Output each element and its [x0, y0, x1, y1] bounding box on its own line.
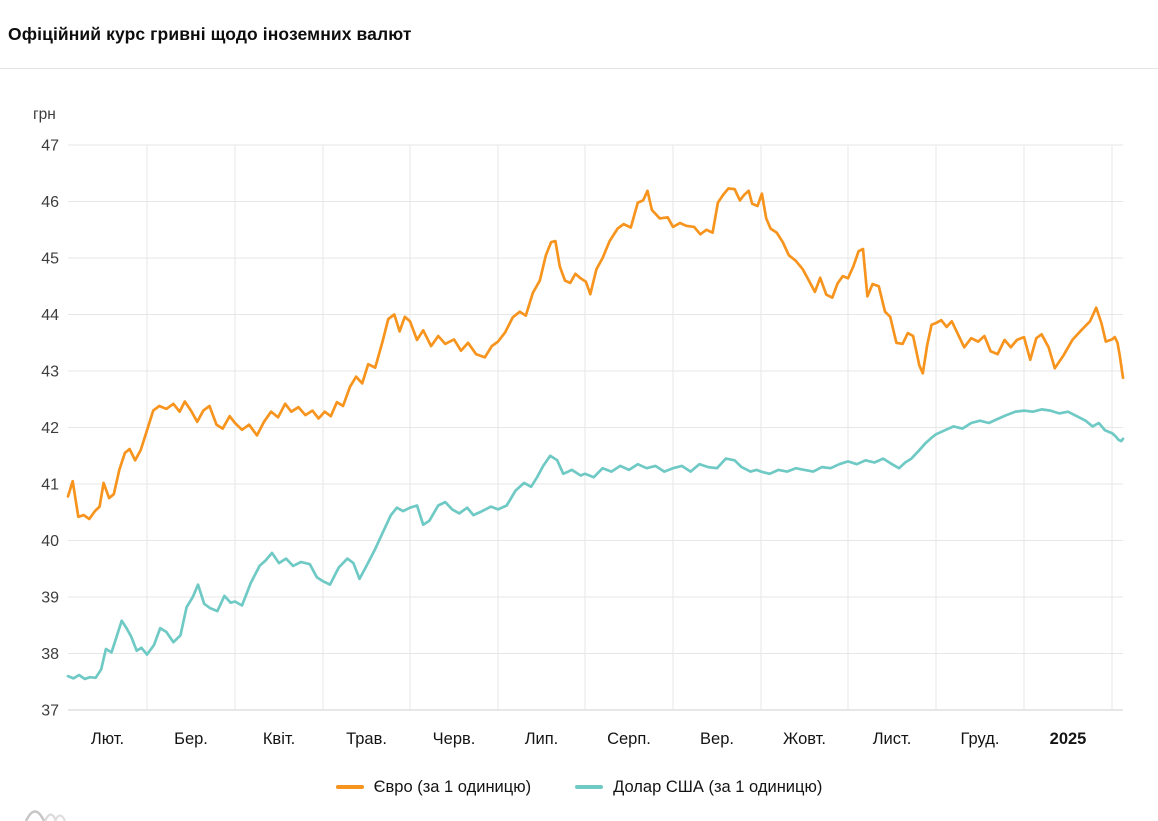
y-tick-41: 41: [41, 477, 59, 494]
watermark-logo: [24, 810, 67, 821]
x-tick-Вер.: Вер.: [700, 730, 734, 748]
euro-rate-line[interactable]: [66, 187, 1125, 521]
x-tick-Серп.: Серп.: [607, 730, 651, 748]
x-tick-Лют.: Лют.: [91, 730, 124, 748]
chart-header: Офіційний курс гривні щодо іноземних вал…: [0, 0, 1158, 69]
y-tick-43: 43: [41, 364, 59, 381]
x-tick-Черв.: Черв.: [433, 730, 476, 748]
y-tick-47: 47: [41, 138, 59, 155]
usd-line-swatch-icon: [575, 785, 604, 789]
page-title: Офіційний курс гривні щодо іноземних вал…: [8, 24, 412, 44]
y-tick-45: 45: [41, 251, 59, 268]
x-tick-Груд.: Груд.: [961, 730, 1000, 748]
y-axis-ticks: 47 46 45 44 43 42 41 40 39 38 37: [41, 138, 59, 720]
legend-label-usd: Долар США (за 1 одиницю): [613, 777, 823, 796]
x-tick-Квіт.: Квіт.: [263, 730, 295, 748]
legend-label-euro: Євро (за 1 одиницю): [373, 777, 532, 796]
y-tick-40: 40: [41, 533, 59, 550]
legend-item-usd[interactable]: Долар США (за 1 одиницю): [575, 778, 822, 797]
y-tick-42: 42: [41, 420, 59, 437]
euro-line-swatch-icon: [335, 785, 364, 789]
y-tick-39: 39: [41, 590, 59, 607]
y-tick-38: 38: [41, 646, 59, 663]
x-tick-Лип.: Лип.: [525, 730, 559, 748]
x-tick-Трав.: Трав.: [346, 730, 387, 748]
usd-rate-line[interactable]: [66, 408, 1125, 681]
horizontal-gridlines: [68, 144, 1123, 711]
y-tick-37: 37: [41, 703, 59, 720]
chart-legend: Євро (за 1 одиницю) Долар США (за 1 один…: [0, 770, 1158, 804]
y-tick-46: 46: [41, 194, 59, 211]
x-axis-ticks: Лют. Бер. Квіт. Трав. Черв. Лип. Серп. Вер. Жовт…: [91, 730, 1086, 748]
x-tick-Бер.: Бер.: [174, 730, 208, 748]
x-tick-2025: 2025: [1050, 730, 1087, 748]
x-tick-Жовт.: Жовт.: [783, 730, 826, 748]
series-lines: [66, 187, 1125, 681]
legend-item-euro[interactable]: Євро (за 1 одиницю): [335, 777, 532, 797]
y-axis-unit-label: грн: [33, 106, 56, 123]
x-tick-Лист.: Лист.: [873, 730, 912, 748]
y-tick-44: 44: [41, 307, 59, 324]
